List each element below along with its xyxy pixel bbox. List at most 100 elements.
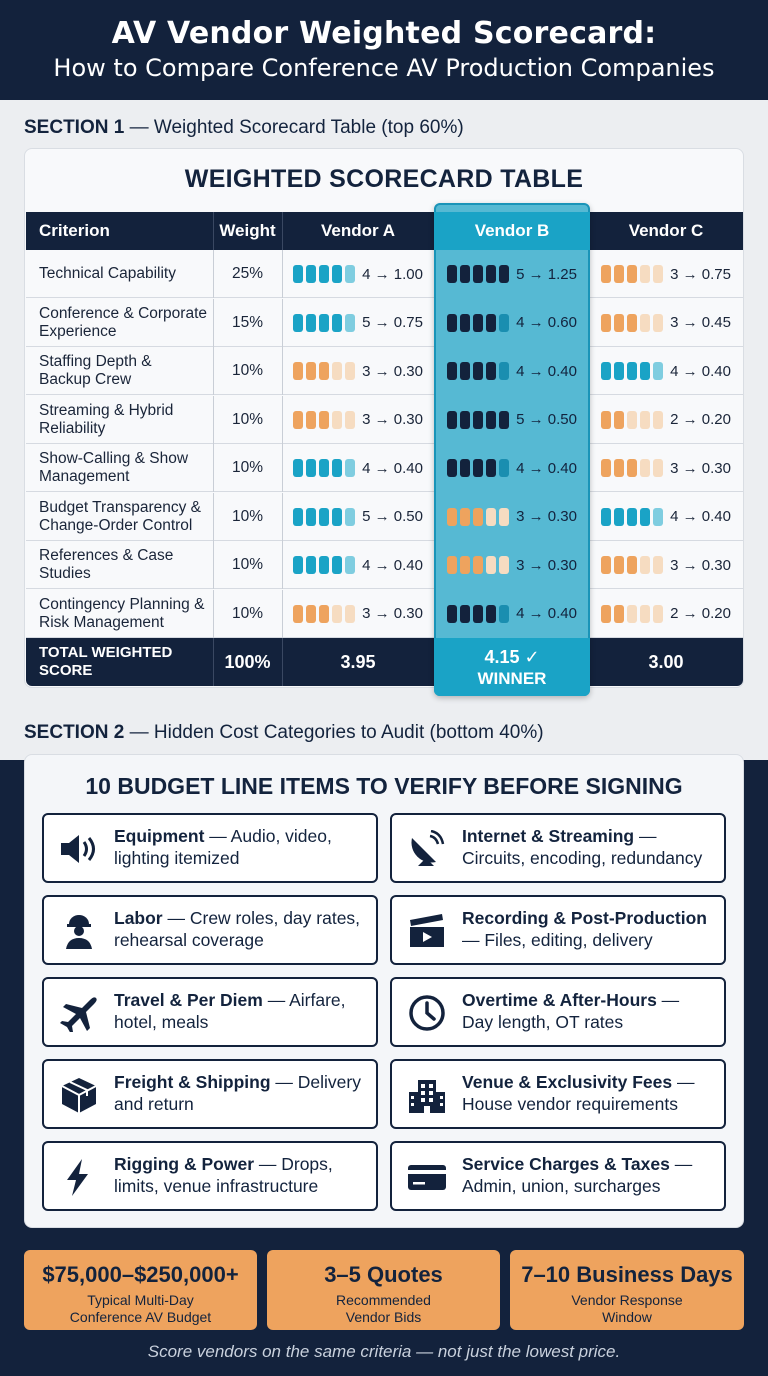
row-vendor-c: 3 → 0.30 bbox=[589, 541, 743, 589]
row-vendor-c: 3 → 0.75 bbox=[589, 250, 743, 298]
rating-dot bbox=[653, 362, 664, 380]
rating-dots bbox=[293, 265, 356, 283]
budget-item-text: Service Charges & Taxes — Admin, union, … bbox=[462, 1153, 714, 1197]
rating-dot bbox=[306, 604, 317, 623]
rating-dot bbox=[614, 362, 625, 380]
rating-dot bbox=[293, 265, 304, 283]
rating-dot bbox=[306, 507, 317, 526]
rating-dot bbox=[614, 410, 625, 429]
rating-dot bbox=[486, 507, 497, 526]
budget-item: Rigging & Power — Drops, limits, venue i… bbox=[42, 1141, 378, 1211]
row-criterion: Conference & Corporate Experience bbox=[39, 304, 208, 340]
budget-item-title: Freight & Shipping bbox=[114, 1072, 271, 1092]
budget-item-title: Labor bbox=[114, 908, 163, 928]
rating-dot bbox=[601, 313, 612, 332]
rating-dot bbox=[447, 604, 458, 623]
rating-dot bbox=[653, 459, 664, 477]
rating-dot bbox=[601, 362, 612, 380]
rating-dot bbox=[293, 362, 304, 380]
row-vendor-c: 3 → 0.45 bbox=[589, 299, 743, 347]
credit-card-icon bbox=[406, 1158, 448, 1196]
budget-item-detail: — Airfare, hotel, meals bbox=[114, 990, 346, 1032]
rating-dot bbox=[486, 362, 497, 380]
row-weight: 10% bbox=[231, 362, 264, 379]
row-vendor-a: 4 → 1.00 bbox=[282, 250, 434, 298]
vendor-b-score: 4 → 0.40 bbox=[516, 605, 577, 622]
row-weight: 10% bbox=[231, 459, 264, 476]
row-vendor-c: 4 → 0.40 bbox=[589, 493, 743, 541]
row-vendor-a: 5 → 0.75 bbox=[282, 299, 434, 347]
rating-dot bbox=[614, 265, 625, 283]
vendor-c-score: 3 → 0.75 bbox=[670, 265, 731, 283]
clock-icon bbox=[406, 994, 448, 1032]
section-2-label-bold: SECTION 2 bbox=[24, 722, 125, 743]
rating-dot bbox=[486, 556, 497, 574]
rating-dot bbox=[319, 362, 330, 380]
rating-dot bbox=[640, 604, 651, 623]
rating-dot bbox=[473, 313, 484, 332]
budget-item-text: Venue & Exclusivity Fees — House vendor … bbox=[462, 1071, 714, 1115]
vendor-a-score: 3 → 0.30 bbox=[362, 605, 423, 622]
rating-dot bbox=[486, 265, 497, 283]
rating-dot bbox=[332, 265, 343, 283]
rating-dot bbox=[319, 556, 330, 574]
header-vendor-c: Vendor C bbox=[628, 221, 704, 240]
rating-dot bbox=[332, 362, 343, 380]
budget-item-title: Rigging & Power bbox=[114, 1154, 254, 1174]
rating-dots bbox=[293, 556, 356, 574]
row-vendor-a: 4 → 0.40 bbox=[282, 541, 434, 589]
total-weight: 100% bbox=[224, 651, 271, 672]
rating-dot bbox=[627, 507, 638, 526]
rating-dot bbox=[319, 410, 330, 429]
rating-dot bbox=[473, 362, 484, 380]
rating-dot bbox=[293, 507, 304, 526]
rating-dots bbox=[293, 604, 356, 623]
vendor-b-score: 4 → 0.40 bbox=[516, 362, 577, 380]
stat-budget: $75,000–$250,000+ Typical Multi-Day Confe… bbox=[24, 1250, 257, 1330]
vendor-a-score: 5 → 0.75 bbox=[362, 314, 423, 331]
clapperboard-icon bbox=[406, 912, 448, 950]
vendor-a-score: 5 → 0.50 bbox=[362, 508, 423, 525]
budget-item-text: Rigging & Power — Drops, limits, venue i… bbox=[114, 1153, 366, 1197]
vendor-b-score: 5 → 0.50 bbox=[516, 411, 577, 428]
rating-dot bbox=[460, 556, 471, 574]
rating-dot bbox=[306, 459, 317, 477]
budget-item-detail: — House vendor requirements bbox=[462, 1072, 695, 1114]
row-criterion: Streaming & Hybrid Reliability bbox=[39, 401, 174, 437]
budget-item-text: Freight & Shipping — Delivery and return bbox=[114, 1071, 366, 1115]
rating-dot bbox=[345, 604, 356, 623]
row-criterion: Technical Capability bbox=[39, 265, 176, 282]
budget-item: Recording & Post-Production — Files, edi… bbox=[390, 895, 726, 965]
rating-dot bbox=[614, 313, 625, 332]
budget-item-text: Labor — Crew roles, day rates, rehearsal… bbox=[114, 907, 366, 951]
section-2-label: SECTION 2 — Hidden Cost Categories to Au… bbox=[24, 722, 544, 744]
rating-dot bbox=[499, 313, 510, 332]
row-criterion: References & Case Studies bbox=[39, 547, 174, 582]
stat-quotes-value: 3–5 Quotes bbox=[324, 1262, 443, 1287]
budget-item-detail: — Drops, limits, venue infrastructure bbox=[114, 1154, 333, 1196]
row-vendor-c: 2 → 0.20 bbox=[589, 590, 743, 638]
table-row: Conference & Corporate Experience 15% 5 → … bbox=[26, 298, 743, 347]
rating-dots bbox=[601, 410, 664, 429]
rating-dot bbox=[486, 459, 497, 477]
row-criterion: Budget Transparency & Change-Order Contr… bbox=[39, 498, 201, 534]
budget-item: Internet & Streaming — Circuits, encodin… bbox=[390, 813, 726, 883]
rating-dot bbox=[627, 459, 638, 477]
total-row: TOTAL WEIGHTED SCORE 100% 3.95 3.00 bbox=[26, 638, 743, 686]
rating-dots bbox=[601, 459, 664, 477]
stat-quotes: 3–5 Quotes Recommended Vendor Bids bbox=[267, 1250, 500, 1330]
rating-dot bbox=[345, 410, 356, 429]
rating-dot bbox=[306, 410, 317, 429]
rating-dot bbox=[653, 410, 664, 429]
rating-dot bbox=[319, 459, 330, 477]
rating-dot bbox=[345, 265, 356, 283]
rating-dot bbox=[614, 556, 625, 574]
budget-item: Freight & Shipping — Delivery and return bbox=[42, 1059, 378, 1129]
total-vendor-b-score: 4.15 ✓ bbox=[484, 647, 540, 667]
rating-dots bbox=[293, 313, 356, 332]
budget-item-text: Travel & Per Diem — Airfare, hotel, meal… bbox=[114, 989, 366, 1033]
row-criterion: Show-Calling & Show Management bbox=[39, 450, 189, 485]
rating-dot bbox=[499, 507, 510, 526]
row-criterion: Contingency Planning & Risk Management bbox=[39, 595, 205, 631]
table-row: Show-Calling & Show Management 10% 4 → 0.4… bbox=[26, 444, 743, 492]
